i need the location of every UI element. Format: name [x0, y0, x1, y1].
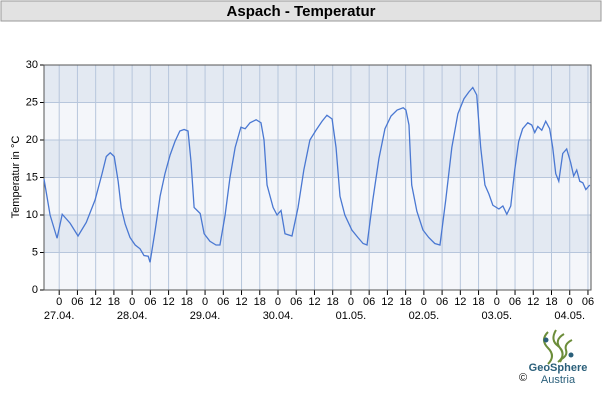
y-tick-label: 20: [26, 134, 38, 146]
x-tick-label: 12: [308, 296, 320, 308]
copyright: ©: [519, 372, 527, 384]
y-axis-label: Temperatur in °C: [10, 136, 22, 219]
x-tick-label: 06: [363, 296, 375, 308]
logo-dot: [543, 337, 549, 343]
x-tick-label: 06: [144, 296, 156, 308]
title-bar: [0, 0, 602, 22]
plot-frame: [43, 64, 592, 291]
date-label: 29.04.: [190, 310, 221, 322]
x-tick-label: 12: [235, 296, 247, 308]
x-tick-label: 0: [348, 296, 354, 308]
x-tick-label: 18: [108, 296, 120, 308]
x-tick-label: 18: [254, 296, 266, 308]
x-tick-label: 06: [71, 296, 83, 308]
x-tick-label: 0: [202, 296, 208, 308]
x-tick-label: 0: [421, 296, 427, 308]
x-tick-label: 06: [290, 296, 302, 308]
x-tick-label: 18: [181, 296, 193, 308]
plot-area: 0 5 10 15 20 25 30 0 06 12 18 0 06 12 18 0 06 12 18 0 06 12 18…: [26, 59, 594, 322]
x-tick-label: 06: [217, 296, 229, 308]
x-tick-label: 12: [454, 296, 466, 308]
date-label: 03.05.: [481, 310, 512, 322]
x-tick-label: 12: [527, 296, 539, 308]
chart-title: Aspach - Temperatur: [227, 3, 376, 20]
x-tick-label: 06: [509, 296, 521, 308]
x-tick-label: 18: [327, 296, 339, 308]
date-label: 27.04.: [44, 310, 75, 322]
logo-name: GeoSphere: [529, 362, 588, 374]
x-tick-label: 06: [436, 296, 448, 308]
x-tick-label: 12: [162, 296, 174, 308]
x-tick-label: 0: [494, 296, 500, 308]
band: [44, 215, 591, 253]
x-tick-label: 0: [567, 296, 573, 308]
y-tick-label: 10: [26, 209, 38, 221]
y-tick-label: 25: [26, 96, 38, 108]
x-tick-label: 18: [400, 296, 412, 308]
x-tick-label: 0: [56, 296, 62, 308]
y-tick-label: 15: [26, 171, 38, 183]
band: [44, 252, 591, 290]
logo-dot: [568, 352, 574, 358]
line: [43, 86, 591, 263]
y-tick-label: 30: [26, 59, 38, 71]
x-tick-label: 0: [129, 296, 135, 308]
y-tick-label: 0: [32, 284, 38, 296]
band: [44, 140, 591, 178]
logo-icon: [543, 329, 573, 365]
date-label: 04.05.: [554, 310, 585, 322]
band: [44, 102, 591, 140]
date-label: 01.05.: [336, 310, 367, 322]
x-tick-label: 18: [472, 296, 484, 308]
band: [44, 65, 591, 103]
logo-country: Austria: [541, 374, 576, 386]
x-tick-label: 18: [545, 296, 557, 308]
date-label: 30.04.: [263, 310, 294, 322]
x-tick-label: 0: [275, 296, 281, 308]
logo: GeoSphere Austria ©: [519, 329, 588, 386]
x-tick-label: 12: [381, 296, 393, 308]
date-label: 02.05.: [409, 310, 440, 322]
y-tick-label: 5: [32, 246, 38, 258]
x-tick-label: 06: [582, 296, 594, 308]
date-label: 28.04.: [117, 310, 148, 322]
x-tick-label: 12: [90, 296, 102, 308]
